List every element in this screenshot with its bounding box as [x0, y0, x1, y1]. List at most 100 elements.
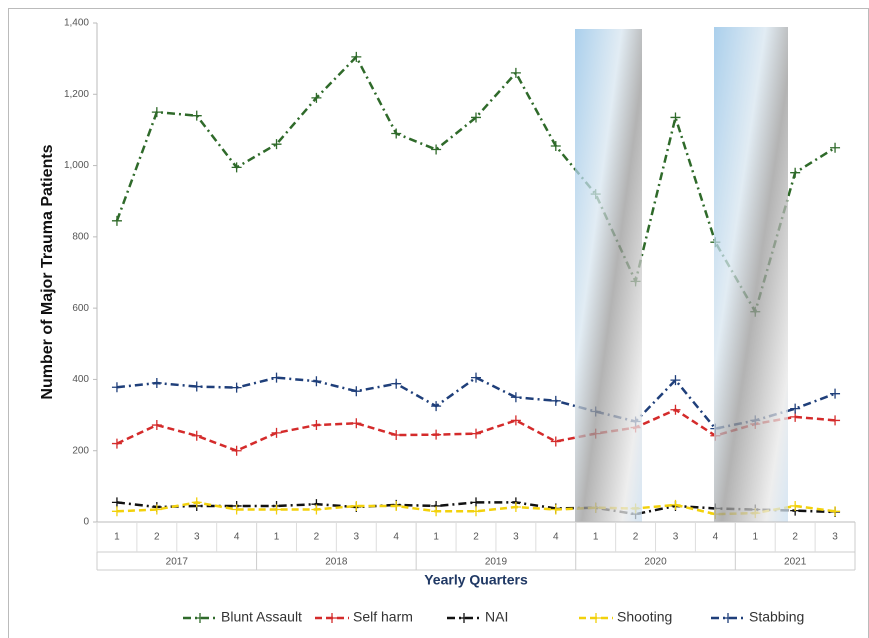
point-marker: [471, 428, 481, 439]
legend-label: Shooting: [617, 609, 672, 625]
group-label: 2019: [485, 557, 508, 568]
point-marker: [111, 497, 122, 508]
point-marker: [111, 215, 122, 226]
x-tick-label: 3: [194, 532, 200, 543]
point-marker: [550, 436, 561, 447]
point-marker: [391, 500, 402, 511]
point-marker: [231, 445, 242, 456]
point-marker: [471, 112, 481, 123]
point-marker: [670, 112, 681, 123]
legend-marker: [459, 613, 469, 623]
x-tick-label: 1: [433, 532, 439, 543]
x-tick-label: 2: [314, 532, 320, 543]
point-marker: [271, 504, 282, 515]
point-marker: [111, 438, 122, 449]
point-marker: [550, 395, 561, 406]
x-tick-label: 1: [114, 532, 120, 543]
legend-marker: [195, 613, 205, 623]
y-tick-label: 600: [72, 303, 89, 314]
legend-marker: [327, 613, 337, 623]
x-tick-label: 3: [832, 532, 838, 543]
point-marker: [431, 144, 442, 155]
x-tick-label: 3: [513, 532, 519, 543]
x-tick-label: 4: [234, 532, 240, 543]
point-marker: [271, 139, 282, 150]
point-marker: [391, 378, 402, 389]
x-tick-label: 1: [752, 532, 758, 543]
group-label: 2020: [644, 557, 667, 568]
y-tick-label: 1,000: [64, 160, 89, 171]
legend-label: Stabbing: [749, 609, 804, 625]
legend-label: NAI: [485, 609, 508, 625]
x-tick-label: 2: [633, 532, 639, 543]
point-marker: [431, 506, 442, 517]
x-tick-label: 1: [274, 532, 280, 543]
y-axis-title: Number of Major Trauma Patients: [39, 144, 56, 399]
point-marker: [670, 499, 681, 510]
point-marker: [510, 415, 521, 426]
legend-marker: [723, 613, 733, 623]
group-label: 2017: [166, 557, 189, 568]
point-marker: [311, 504, 322, 515]
x-axis-title: Yearly Quarters: [424, 572, 528, 588]
x-tick-label: 1: [593, 532, 599, 543]
point-marker: [351, 386, 362, 397]
legend-marker: [591, 613, 601, 623]
point-marker: [191, 430, 202, 441]
point-marker: [790, 167, 801, 178]
point-marker: [550, 504, 561, 515]
y-tick-label: 1,200: [64, 89, 89, 100]
legend-label: Blunt Assault: [221, 609, 302, 625]
point-marker: [550, 140, 561, 151]
legend: Blunt Assault Self harm NAI Shooting Stabbin…: [183, 609, 804, 625]
x-tick-label: 4: [393, 532, 399, 543]
point-marker: [271, 372, 282, 383]
point-marker: [231, 162, 242, 173]
point-marker: [510, 502, 521, 513]
point-marker: [830, 142, 841, 153]
point-marker: [351, 51, 362, 62]
group-label: 2021: [784, 557, 807, 568]
y-tick-label: 0: [83, 517, 89, 528]
point-marker: [111, 382, 122, 393]
point-marker: [830, 388, 841, 399]
point-marker: [391, 128, 402, 139]
point-marker: [191, 110, 202, 121]
point-marker: [510, 392, 521, 403]
legend-label: Self harm: [353, 609, 413, 625]
y-tick-label: 800: [72, 231, 89, 242]
point-marker: [191, 497, 202, 508]
point-marker: [151, 420, 162, 431]
x-tick-label: 4: [553, 532, 559, 543]
point-marker: [391, 430, 402, 441]
point-marker: [790, 403, 801, 414]
point-marker: [311, 376, 322, 387]
point-marker: [191, 381, 202, 392]
point-marker: [311, 420, 322, 431]
point-marker: [111, 506, 122, 517]
point-marker: [151, 504, 162, 515]
shaded-period: [714, 27, 788, 522]
y-tick-label: 1,400: [64, 18, 89, 29]
point-marker: [471, 372, 481, 383]
x-tick-label: 2: [792, 532, 798, 543]
y-tick-label: 200: [72, 445, 89, 456]
axes: 0 200 400 600 800 1,000 1,200 1,400: [64, 18, 98, 528]
lockdown-shading: [575, 27, 788, 522]
y-tick-label: 400: [72, 374, 89, 385]
point-marker: [830, 415, 841, 426]
point-marker: [431, 429, 442, 440]
shaded-period: [575, 29, 642, 522]
point-marker: [790, 500, 801, 511]
point-marker: [471, 506, 481, 517]
point-marker: [151, 107, 162, 118]
point-marker: [830, 506, 841, 517]
point-marker: [151, 377, 162, 388]
point-marker: [471, 497, 481, 508]
point-marker: [311, 92, 322, 103]
point-marker: [510, 67, 521, 78]
point-marker: [231, 504, 242, 515]
point-marker: [231, 382, 242, 393]
point-marker: [670, 404, 681, 415]
